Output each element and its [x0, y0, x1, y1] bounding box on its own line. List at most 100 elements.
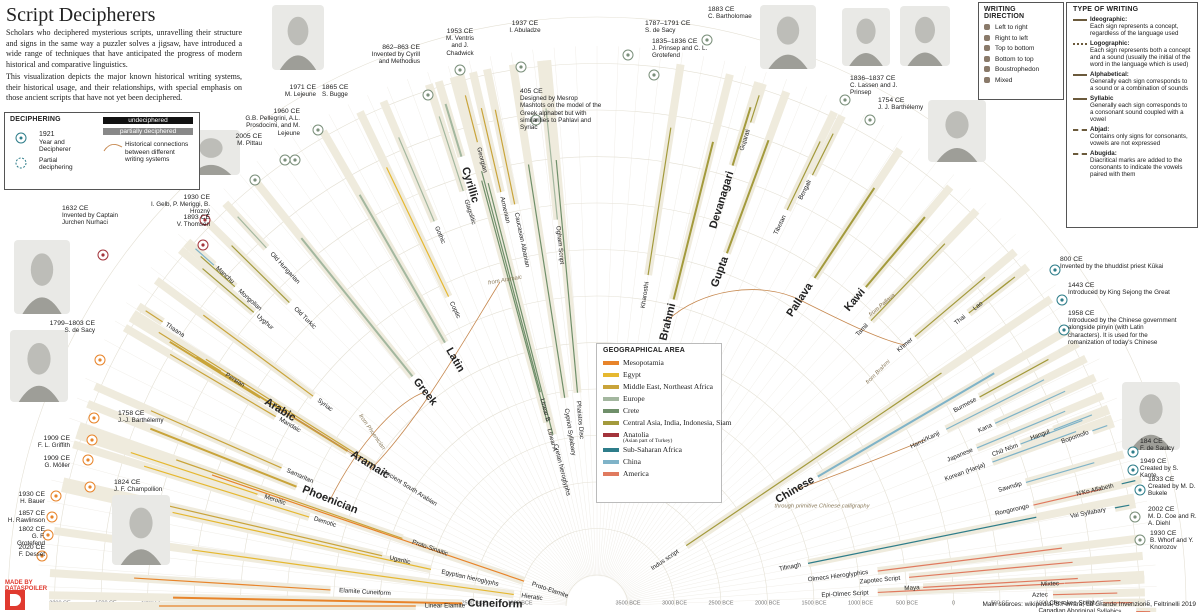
direction-item: Right to left — [984, 34, 1058, 45]
script-line — [923, 577, 1078, 588]
radial-guide — [620, 250, 1030, 588]
script-label: Mixtec — [1041, 580, 1060, 588]
annotation: 1937 CE I. Abuladze — [500, 20, 550, 34]
script-line — [143, 465, 310, 518]
annotation-text: J. Prinsep and C. L. Grotefend — [652, 45, 708, 60]
script-line — [494, 109, 516, 205]
annotation-text: V. Thomsen — [176, 221, 210, 229]
sources: Main sources: wikipedia; S.Ferrara, La G… — [982, 601, 1196, 608]
script-line — [134, 577, 331, 591]
decipher-marker-dot — [1138, 488, 1142, 492]
writing-type-line — [1073, 73, 1087, 76]
decipher-marker-dot — [626, 53, 630, 57]
annotation-text: S. de Sacy — [64, 327, 95, 335]
annotation-text: F. de Saulcy — [1140, 445, 1175, 453]
script-label: Old Turkic — [292, 306, 317, 331]
script-label: Sawndip — [997, 480, 1023, 494]
script-label: Kharosthi — [640, 281, 651, 308]
time-arc — [519, 528, 675, 607]
annotation-text: G. F. Grotefend — [16, 533, 45, 548]
year-label: 1921 — [39, 131, 55, 138]
writing-type-name: Ideographic: — [1090, 16, 1128, 23]
writing-type-desc: Generally each sign corresponds to a sou… — [1090, 78, 1189, 92]
annotation-text: M. Pittau — [237, 140, 262, 148]
annotation: 1909 CE F. L. Griffith — [20, 435, 70, 449]
script-label: Ugaritic — [389, 554, 411, 566]
time-axis-label: 1500 BCE — [801, 600, 826, 606]
script-line — [945, 379, 1045, 430]
script-line — [173, 596, 463, 605]
geo-item: Crete — [603, 405, 715, 417]
radial-guide — [256, 160, 579, 583]
annotation: 1953 CE M. Ventris and J. Chadwick — [440, 28, 480, 57]
script-label: Indus script — [650, 548, 681, 572]
geographical-area-legend: GEOGRAPHICAL AREA Mesopotamia Egypt Middle… — [596, 343, 732, 503]
annotation-text: Created by M. D. Bukele — [1148, 483, 1196, 498]
writing-type-desc: Generally each sign corresponds to a con… — [1090, 102, 1188, 123]
credit: MADE BY DATASPOILER — [5, 580, 48, 592]
radial-guide — [626, 564, 1156, 605]
portrait-body — [279, 55, 317, 70]
script-line — [1020, 419, 1083, 445]
radial-guide — [223, 188, 578, 584]
annotation-year: 1758 CE — [118, 410, 145, 417]
script-line — [985, 276, 1016, 301]
radial-guide — [386, 86, 586, 579]
annotation: 1960 CE G.B. Pellegrini, A.L. Prosdocimi,… — [240, 108, 300, 137]
intro-paragraph: Scholars who deciphered mysterious scrip… — [6, 28, 242, 69]
geo-swatch — [603, 373, 619, 378]
portrait-body — [768, 54, 808, 69]
connection-icon — [103, 143, 123, 152]
undeciphered-tag: undeciphered — [103, 117, 193, 124]
geo-swatch — [603, 361, 619, 366]
deciphering-legend: DECIPHERING 1921 Year and Decipherer Par… — [4, 112, 200, 190]
geo-note: (Asian part of Turkey) — [623, 438, 673, 444]
time-axis-label: 2000 BCE — [755, 600, 780, 606]
script-lines — [130, 95, 1151, 612]
script-line — [914, 276, 986, 338]
decipher-marker-dot — [534, 118, 538, 122]
script-label: Cuneiform — [467, 597, 522, 610]
decipher-marker-dot — [88, 485, 92, 489]
decipher-marker-dot — [1131, 468, 1135, 472]
connection-label: from Phoenician — [357, 413, 386, 451]
script-line — [145, 310, 163, 323]
annotation: 2020 CE F. Desset — [5, 544, 45, 558]
connection-curve — [799, 299, 906, 346]
script-label: Caucasian Albanian — [513, 212, 531, 268]
script-line — [169, 353, 277, 418]
portrait-head — [776, 16, 800, 45]
script-line — [300, 237, 414, 378]
script-label: N'Ko Alfabeth — [1076, 482, 1115, 498]
radial-guide — [407, 79, 588, 578]
annotation: 1930 CE B. Whorf and Y. Knorozov — [1150, 530, 1198, 552]
decipher-marker-dot — [293, 158, 297, 162]
annotation-year: 1824 CE — [114, 479, 141, 486]
annotation: 1865 CE S. Bugge — [322, 84, 362, 98]
annotation-year: 1909 CE — [43, 455, 70, 462]
script-label: Kana — [977, 422, 994, 435]
script-line — [464, 95, 478, 143]
annotation: 1949 CE Created by S. Kante — [1140, 458, 1195, 480]
logo-glyph — [10, 594, 21, 606]
writing-type-line — [1073, 42, 1087, 45]
decipher-marker-dot — [98, 358, 102, 362]
decipher-marker-dot — [705, 38, 709, 42]
direction-icon — [984, 55, 990, 62]
script-line — [976, 410, 1066, 449]
writing-type-item: Logographic: Each sign represents both a … — [1073, 40, 1191, 68]
decipher-marker-dot — [101, 253, 105, 257]
geo-label: Middle East, Northeast Africa — [623, 382, 713, 391]
writing-type-desc: Contains only signs for consonants, vowe… — [1090, 133, 1188, 147]
writing-type-desc: Diacritical marks are added to the conso… — [1090, 157, 1183, 178]
script-line — [749, 95, 760, 123]
radial-guide — [291, 136, 581, 581]
annotation: 1883 CE C. Bartholomae — [708, 6, 758, 20]
portrait-head — [287, 16, 309, 46]
script-line — [1092, 425, 1108, 432]
script-line — [870, 243, 946, 322]
annotation-text: B. Whorf and Y. Knorozov — [1150, 537, 1194, 552]
connection-curve — [794, 439, 926, 491]
geo-swatch — [603, 472, 619, 477]
